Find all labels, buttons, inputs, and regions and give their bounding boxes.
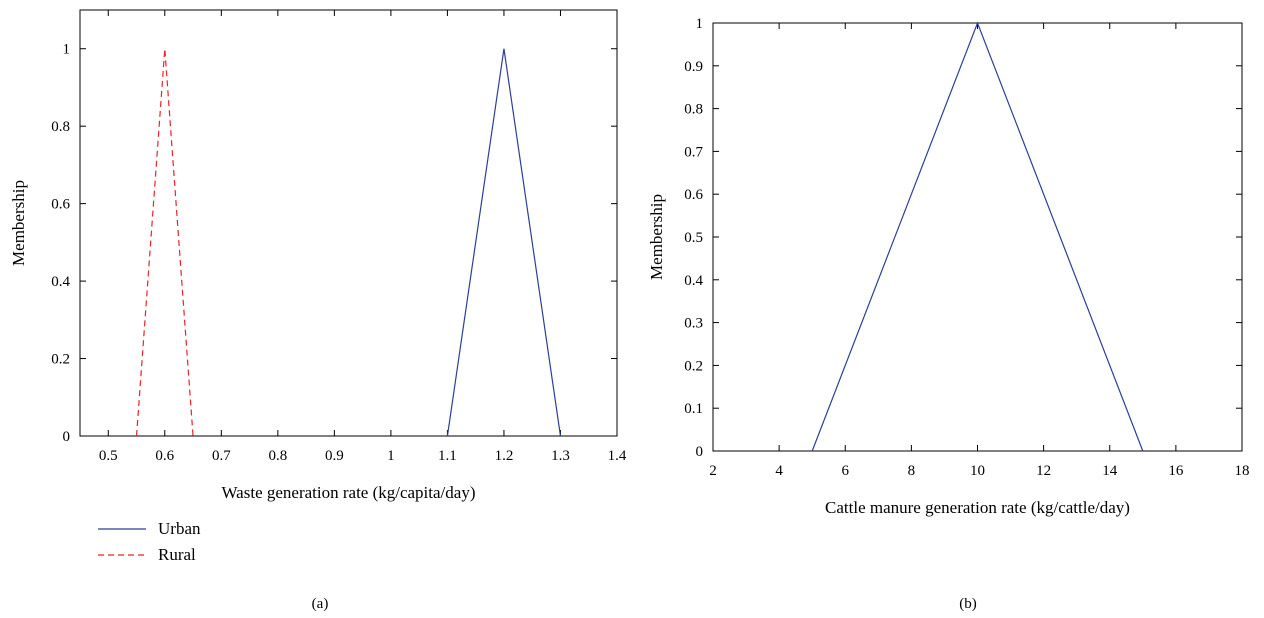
y-tick-label: 0.3 [684,316,703,332]
y-axis-label: Membership [647,194,666,280]
x-tick-label: 1.4 [608,448,627,464]
y-axis-label: Membership [9,180,28,266]
y-tick-label: 0.2 [684,358,703,374]
x-tick-label: 2 [709,463,717,479]
x-tick-label: 12 [1036,463,1051,479]
y-tick-label: 1 [696,16,704,32]
y-tick-label: 0 [696,444,704,460]
y-tick-label: 0.6 [684,187,703,203]
y-tick-label: 0.4 [51,274,70,290]
series-line-0 [446,48,562,437]
x-tick-label: 1.3 [551,448,570,464]
x-tick-label: 0.5 [99,448,118,464]
x-tick-label: 1 [387,448,395,464]
series-line-1 [135,48,194,437]
x-tick-label: 1.2 [495,448,514,464]
x-tick-label: 0.7 [212,448,231,464]
y-tick-label: 0.5 [684,230,703,246]
y-tick-label: 0.6 [51,197,70,213]
series-line-0 [811,21,1144,452]
y-tick-label: 0.4 [684,273,703,289]
y-tick-label: 0.9 [684,59,703,75]
y-tick-label: 1 [63,42,71,58]
y-tick-label: 0.7 [684,144,703,160]
x-tick-label: 4 [775,463,783,479]
y-tick-label: 0.8 [51,119,70,135]
x-tick-label: 0.8 [268,448,287,464]
y-tick-label: 0.2 [51,352,70,368]
y-tick-label: 0.1 [684,401,703,417]
panel-label: (a) [312,596,329,612]
x-axis-label: Waste generation rate (kg/capita/day) [222,483,476,502]
legend-label: Urban [158,519,201,538]
y-tick-label: 0.8 [684,102,703,118]
panel-b-chart: 2 4 6 8 10 12 14 16 18 0 0.1 0.2 0.3 0.4 0.5 0.6 0.7 0.8 0… [647,16,1250,612]
y-tick-label: 0 [63,429,71,445]
panel-a-chart: 0.5 0.6 0.7 0.8 0.9 1 1.1 1.2 1.3 1.4 0 0.2 0.4 0.6 0.… [9,9,627,612]
x-tick-label: 6 [842,463,850,479]
plot-frame [712,22,1243,452]
x-tick-label: 16 [1168,463,1184,479]
x-axis-label: Cattle manure generation rate (kg/cattle… [825,498,1130,517]
x-tick-label: 18 [1235,463,1250,479]
x-tick-label: 14 [1102,463,1118,479]
x-tick-label: 0.6 [155,448,174,464]
x-tick-label: 1.1 [438,448,457,464]
x-tick-label: 10 [970,463,985,479]
x-tick-label: 8 [908,463,916,479]
plot-frame [79,9,618,437]
x-tick-label: 0.9 [325,448,344,464]
panel-label: (b) [959,596,977,612]
legend-label: Rural [158,545,196,564]
